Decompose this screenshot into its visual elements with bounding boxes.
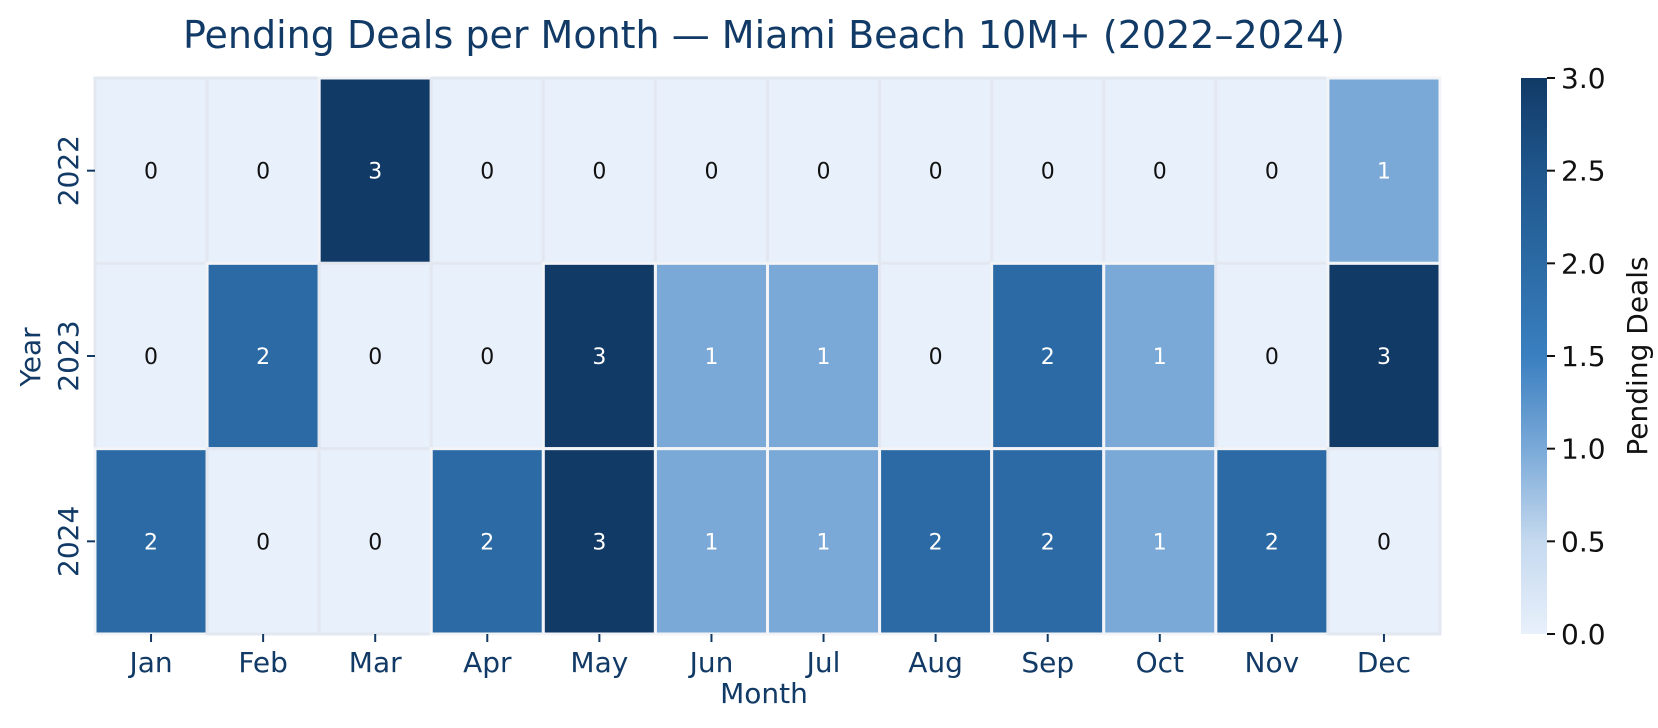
cell-value-label: 0 [144, 160, 158, 185]
heatmap-cell [541, 447, 657, 636]
cell-value-label: 0 [368, 345, 382, 370]
cell-value-label: 0 [929, 160, 943, 185]
heatmap-cell [878, 76, 994, 265]
cell-value-label: 0 [592, 160, 606, 185]
x-tick-label: Feb [238, 646, 288, 679]
cell-value-label: 0 [1265, 345, 1279, 370]
heatmap-grid: 0 0 3 0 0 0 0 0 0 0 0 1 0 2 0 0 3 1 1 0 2 1 0 3 2 0 0 2 3 1 1 2 2 1 2 0 [93, 76, 1442, 636]
cell-value-label: 3 [368, 160, 382, 185]
heatmap-cell [1326, 261, 1442, 451]
heatmap-cell [429, 261, 545, 451]
heatmap-cell [878, 261, 994, 451]
x-tick-label: Aug [908, 646, 963, 679]
heatmap-cell [93, 76, 209, 265]
x-tick-label: Jun [688, 646, 734, 679]
cell-value-label: 0 [817, 160, 831, 185]
y-axis-label: Year [14, 327, 47, 388]
cell-value-label: 3 [592, 530, 606, 555]
colorbar-tick-label: 1.0 [1561, 433, 1606, 466]
cell-value-label: 0 [1041, 160, 1055, 185]
cell-value-label: 3 [592, 345, 606, 370]
heatmap-cell [429, 447, 545, 636]
colorbar-label: Pending Deals [1621, 256, 1654, 455]
heatmap-cell [990, 261, 1106, 451]
cell-value-label: 2 [929, 530, 943, 555]
cell-value-label: 1 [817, 530, 831, 555]
x-axis: Jan Feb Mar Apr May Jun Jul Aug Sep Oct Nov Dec [127, 634, 1411, 679]
x-tick-label: Dec [1357, 646, 1411, 679]
x-tick-label: Sep [1021, 646, 1074, 679]
heatmap-cell [317, 76, 433, 265]
cell-value-label: 2 [144, 530, 158, 555]
colorbar-tick-label: 3.0 [1561, 62, 1606, 95]
cell-value-label: 2 [1041, 345, 1055, 370]
heatmap-cell [653, 261, 770, 451]
x-tick-label: Oct [1136, 646, 1184, 679]
colorbar-tick-label: 2.5 [1561, 155, 1606, 188]
heatmap-cell [541, 261, 657, 451]
heatmap-cell [766, 447, 882, 636]
heatmap-cell [1102, 76, 1218, 265]
cell-value-label: 2 [1265, 530, 1279, 555]
x-tick-label: Jan [127, 646, 172, 679]
cell-value-label: 0 [256, 530, 270, 555]
y-tick-label: 2022 [52, 135, 85, 206]
cell-value-label: 0 [144, 345, 158, 370]
heatmap-cell [1102, 261, 1218, 451]
colorbar-tick-label: 0.0 [1561, 618, 1606, 651]
x-axis-label: Month [720, 677, 808, 710]
cell-value-label: 2 [1041, 530, 1055, 555]
cell-value-label: 1 [1153, 345, 1167, 370]
cell-value-label: 0 [1377, 530, 1391, 555]
cell-value-label: 1 [704, 345, 718, 370]
colorbar-ticks: 0.0 0.5 1.0 1.5 2.0 2.5 3.0 [1547, 62, 1606, 651]
colorbar-tick-label: 2.0 [1561, 247, 1606, 280]
cell-value-label: 2 [256, 345, 270, 370]
cell-value-label: 0 [1265, 160, 1279, 185]
cell-value-label: 0 [929, 345, 943, 370]
cell-value-label: 2 [480, 530, 494, 555]
cell-value-label: 0 [480, 345, 494, 370]
colorbar-tick-label: 1.5 [1561, 340, 1606, 373]
colorbar-gradient [1521, 78, 1547, 634]
y-tick-label: 2024 [52, 506, 85, 577]
heatmap-cell [766, 261, 882, 451]
cell-value-label: 0 [368, 530, 382, 555]
cell-value-label: 1 [1153, 530, 1167, 555]
heatmap-cell [1214, 261, 1330, 451]
colorbar: 0.0 0.5 1.0 1.5 2.0 2.5 3.0 Pending Deals [1521, 62, 1654, 651]
cell-value-label: 1 [817, 345, 831, 370]
x-tick-label: Apr [463, 646, 512, 679]
heatmap-cell [205, 76, 321, 265]
x-tick-label: Nov [1245, 646, 1300, 679]
y-tick-label: 2023 [52, 320, 85, 391]
cell-value-label: 1 [704, 530, 718, 555]
heatmap-cell [1326, 447, 1442, 636]
x-tick-label: Mar [349, 646, 402, 679]
heatmap-cell [317, 447, 433, 636]
cell-value-label: 0 [480, 160, 494, 185]
x-tick-label: May [570, 646, 628, 679]
cell-value-label: 0 [1153, 160, 1167, 185]
cell-value-label: 0 [256, 160, 270, 185]
cell-value-label: 3 [1377, 345, 1391, 370]
x-tick-label: Jul [805, 646, 841, 679]
heatmap-cell [205, 261, 321, 451]
cell-value-label: 1 [1377, 160, 1391, 185]
y-axis: 2022 2023 2024 [52, 135, 95, 577]
heatmap-cell [653, 76, 770, 265]
heatmap-cell [1326, 76, 1442, 265]
colorbar-tick-label: 0.5 [1561, 525, 1606, 558]
cell-value-label: 0 [704, 160, 718, 185]
chart-title: Pending Deals per Month — Miami Beach 10… [183, 13, 1345, 57]
